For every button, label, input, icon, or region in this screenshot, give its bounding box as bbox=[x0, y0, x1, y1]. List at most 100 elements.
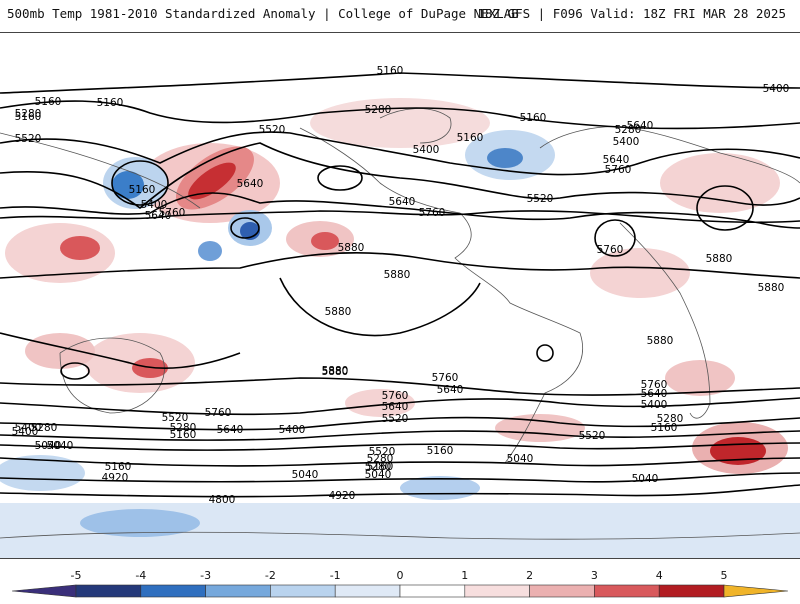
contour-label: 5160 bbox=[520, 112, 547, 124]
contour-line bbox=[0, 377, 800, 396]
contour-label: 5280 bbox=[365, 461, 392, 473]
contour-ring bbox=[536, 344, 554, 362]
contour-label: 5160 bbox=[129, 184, 156, 196]
contour-label: 5640 bbox=[437, 384, 464, 396]
colorbar-tick-label: -4 bbox=[135, 569, 146, 582]
contour-label: 5640 bbox=[603, 154, 630, 166]
colorbar-tick-label: 0 bbox=[397, 569, 404, 582]
contour-label: 5160 bbox=[367, 461, 394, 473]
contour-ring bbox=[317, 165, 363, 191]
contour-label: 5640 bbox=[237, 178, 264, 190]
coastlines bbox=[0, 108, 800, 540]
contour-label: 5400 bbox=[141, 199, 168, 211]
contour-label: 5760 bbox=[419, 207, 446, 219]
anomaly-warm bbox=[25, 333, 95, 369]
americas-coast bbox=[299, 127, 583, 464]
contour-label: 5400 bbox=[413, 144, 440, 156]
contour-ring bbox=[696, 185, 754, 231]
contour-line bbox=[279, 277, 481, 337]
contour-line bbox=[0, 210, 800, 224]
anomaly-warm bbox=[590, 248, 690, 298]
contour-label: 5640 bbox=[145, 210, 172, 222]
colorbar-tick-label: -1 bbox=[330, 569, 341, 582]
contour-label: 5640 bbox=[641, 388, 668, 400]
anomaly-hot bbox=[188, 162, 236, 200]
australia-coast bbox=[59, 337, 165, 414]
colorbar-tick-label: 3 bbox=[591, 569, 598, 582]
colorbar-cell bbox=[529, 584, 595, 598]
contour-label: 5160 bbox=[97, 97, 124, 109]
anomaly-cold bbox=[112, 171, 144, 199]
contour-line bbox=[0, 484, 800, 498]
colorbar-svg: -5 -4 -3 -2 -1 0 1 2 3 4 5 bbox=[11, 569, 789, 598]
contour-label: 5040 bbox=[47, 440, 74, 452]
contour-label: 5520 bbox=[579, 430, 606, 442]
colorbar-max-arrow bbox=[723, 584, 789, 598]
contour-label: 5520 bbox=[162, 412, 189, 424]
contour-label: 5280 bbox=[365, 104, 392, 116]
anomaly-hot bbox=[311, 232, 339, 250]
contour-label: 5280 bbox=[367, 453, 394, 465]
contour-label: 5880 bbox=[384, 269, 411, 281]
contour-label: 5880 bbox=[647, 335, 674, 347]
contour-label: 5400 bbox=[763, 83, 790, 95]
colorbar-cell bbox=[334, 584, 401, 598]
contour-label: 5760 bbox=[205, 407, 232, 419]
contour-label: 5400 bbox=[15, 422, 42, 434]
contour-label: 5880 bbox=[758, 282, 785, 294]
colorbar-tick-label: -2 bbox=[265, 569, 276, 582]
contour-label: 5520 bbox=[382, 413, 409, 425]
colorbar-cell bbox=[658, 584, 725, 598]
contour-label: 5400 bbox=[279, 424, 306, 436]
colorbar-tick-label: -3 bbox=[200, 569, 211, 582]
contour-label: 4800 bbox=[209, 494, 236, 506]
colorbar-cell bbox=[399, 584, 466, 598]
colorbar-tick-label: 1 bbox=[461, 569, 468, 582]
contour-label: 5280 bbox=[657, 413, 684, 425]
colorbar-tick-label: 5 bbox=[721, 569, 728, 582]
contour-label: 5160 bbox=[15, 111, 42, 123]
anomaly-warm bbox=[665, 360, 735, 396]
contour-label: 5400 bbox=[12, 426, 39, 438]
anomaly-cool bbox=[0, 455, 85, 491]
contour-label: 5760 bbox=[159, 207, 186, 219]
anomaly-warm bbox=[345, 389, 415, 417]
contour-label: 5160 bbox=[377, 65, 404, 77]
contour-label: 5640 bbox=[382, 401, 409, 413]
contour-line bbox=[0, 332, 241, 369]
contour-label: 5880 bbox=[322, 365, 349, 377]
colorbar-cell bbox=[270, 584, 336, 598]
colorbar-labels: -5 -4 -3 -2 -1 0 1 2 3 4 5 bbox=[71, 569, 728, 582]
contour-line bbox=[0, 72, 800, 94]
colorbar-cell bbox=[594, 584, 660, 598]
contour-label: 5400 bbox=[613, 136, 640, 148]
colorbar-tick-label: 2 bbox=[526, 569, 533, 582]
contour-line bbox=[0, 397, 800, 416]
contour-line bbox=[0, 131, 800, 176]
anomaly-cool bbox=[198, 241, 222, 261]
contour-label: 5760 bbox=[597, 244, 624, 256]
contour-label: 5520 bbox=[369, 446, 396, 458]
contour-label: 4920 bbox=[102, 472, 129, 484]
valid-time: 18Z GFS | F096 Valid: 18Z FRI MAR 28 202… bbox=[477, 6, 786, 21]
contour-label: 5280 bbox=[615, 124, 642, 136]
contour-line bbox=[0, 192, 800, 229]
contour-label: 5760 bbox=[641, 379, 668, 391]
antarctica-coast bbox=[0, 531, 800, 540]
contour-label: 5160 bbox=[651, 422, 678, 434]
contour-label: 5520 bbox=[259, 124, 286, 136]
contour-line bbox=[0, 100, 800, 130]
contour-line bbox=[0, 472, 800, 483]
colorbar-cell bbox=[464, 584, 530, 598]
contour-label: 5520 bbox=[15, 133, 42, 145]
contour-label: 5040 bbox=[632, 473, 659, 485]
contour-label: 4920 bbox=[329, 490, 356, 502]
contour-label: 5160 bbox=[457, 132, 484, 144]
contour-label: 5760 bbox=[382, 390, 409, 402]
contour-ring bbox=[111, 160, 169, 206]
africa-coast bbox=[619, 222, 711, 419]
map-panel: 5160 5160 5160 5280 5520 5160 5400 5640 … bbox=[0, 32, 800, 559]
colorbar-min-arrow bbox=[11, 584, 77, 598]
contour-label: 5040 bbox=[507, 453, 534, 465]
contour-label: 5160 bbox=[35, 96, 62, 108]
